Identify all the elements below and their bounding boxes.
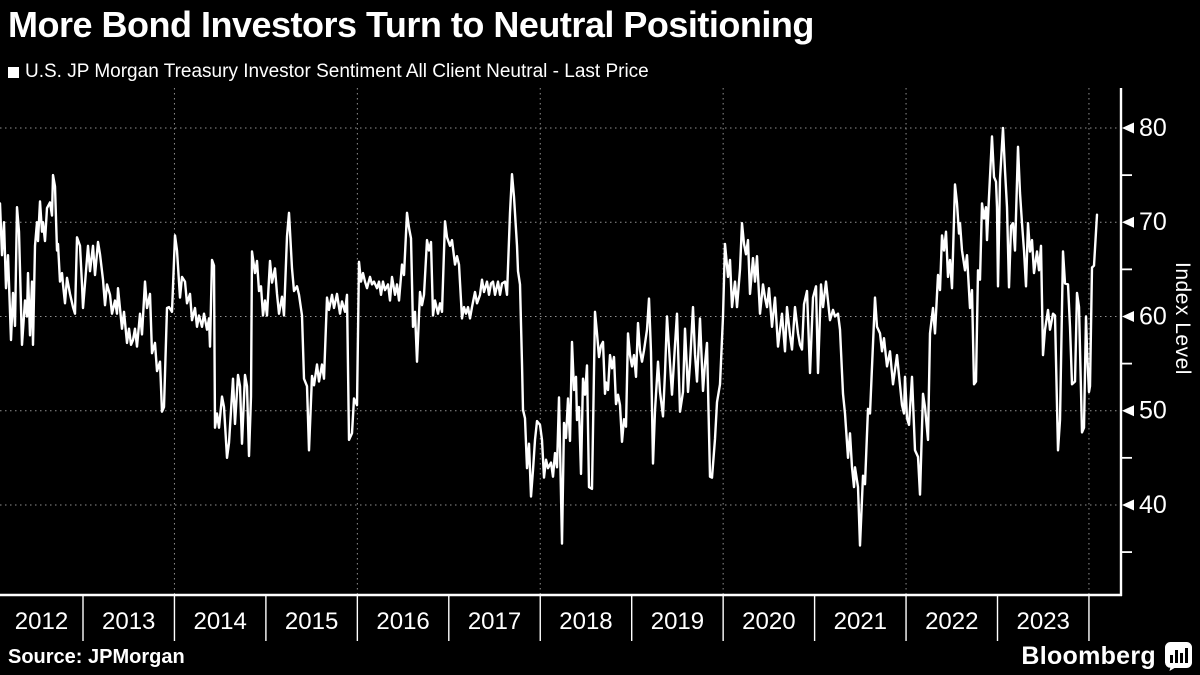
x-axis-year-label: 2022 [925, 608, 978, 635]
bloomberg-bar-chart-bubble-icon [1165, 642, 1192, 671]
legend-label: U.S. JP Morgan Treasury Investor Sentime… [25, 61, 649, 82]
y-axis-major-tick [1122, 405, 1134, 417]
y-axis-major-tick [1122, 310, 1134, 322]
y-axis-tick-label: 60 [1139, 302, 1167, 330]
y-axis-tick-label: 50 [1139, 397, 1167, 425]
x-axis-year-label: 2016 [376, 608, 429, 635]
brand-footer: Bloomberg [1021, 642, 1192, 671]
x-axis-year-label: 2018 [559, 608, 612, 635]
page-title: More Bond Investors Turn to Neutral Posi… [8, 4, 814, 45]
y-axis-major-tick [1122, 122, 1134, 134]
x-axis-year-label: 2012 [15, 608, 68, 635]
data-line-series [0, 126, 1099, 547]
x-axis-year-label: 2021 [834, 608, 887, 635]
x-axis-year-label: 2013 [102, 608, 155, 635]
x-axis-year-label: 2017 [468, 608, 521, 635]
y-axis-title: Index Level [1171, 262, 1194, 375]
y-axis-tick-label: 40 [1139, 491, 1167, 519]
x-axis-year-label: 2015 [285, 608, 338, 635]
y-axis-tick-label: 70 [1139, 208, 1167, 236]
x-axis-year-label: 2020 [742, 608, 795, 635]
bloomberg-wordmark: Bloomberg [1021, 642, 1156, 670]
x-axis-year-label: 2023 [1017, 608, 1070, 635]
y-axis-major-tick [1122, 216, 1134, 228]
legend: U.S. JP Morgan Treasury Investor Sentime… [8, 61, 649, 83]
x-axis-year-label: 2019 [651, 608, 704, 635]
y-axis-tick-label: 80 [1139, 114, 1167, 142]
x-axis-year-label: 2014 [193, 608, 246, 635]
legend-swatch-icon [8, 66, 19, 78]
source-note: Source: JPMorgan [8, 646, 185, 668]
y-axis-major-tick [1122, 499, 1134, 511]
